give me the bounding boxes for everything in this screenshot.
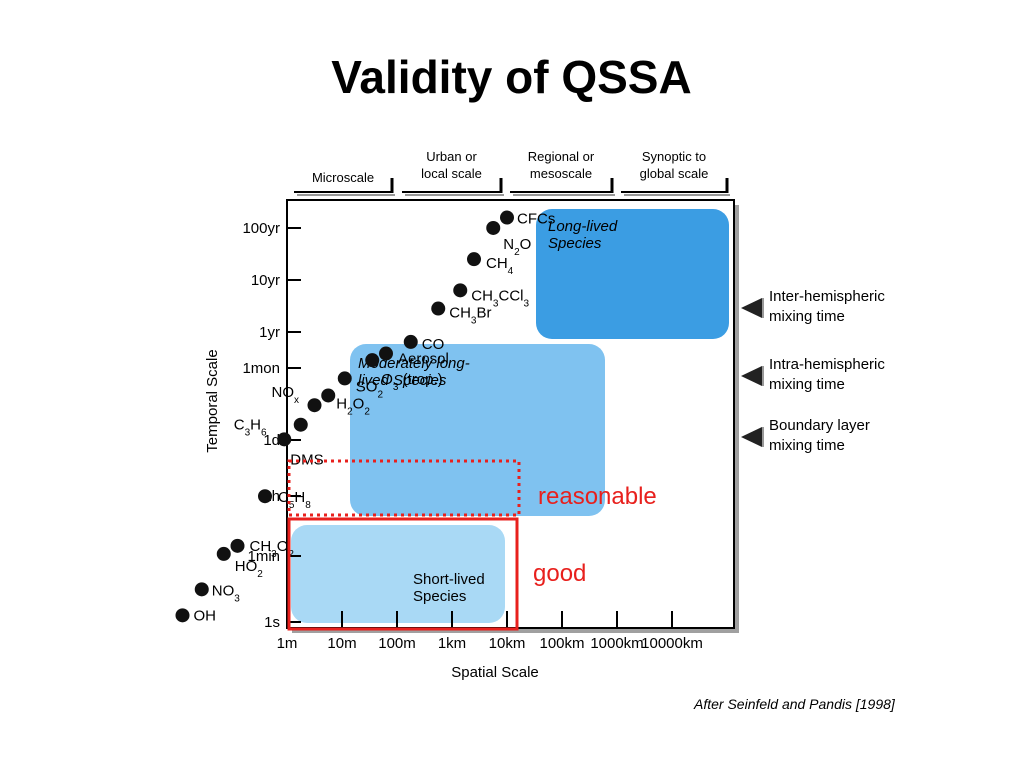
data-point-label: CH4: [486, 255, 514, 277]
data-point-label: CH3CCl3: [471, 287, 529, 309]
scale-header-label: local scale: [421, 166, 482, 181]
mixing-time-label: Intra-hemispheric: [769, 356, 885, 373]
data-point: [337, 371, 352, 386]
mixing-time-arrow-icon: [741, 427, 762, 447]
data-point-label: Aerosol: [398, 351, 449, 368]
mixing-time-label: mixing time: [769, 376, 845, 393]
x-tick-label: 10000km: [641, 635, 703, 652]
slide-title: Validity of QSSA: [331, 51, 692, 103]
mixing-time-arrow-icon: [741, 298, 762, 318]
y-tick-label: 1yr: [259, 324, 280, 341]
species-group-label: lived Species: [358, 372, 447, 389]
scale-header-label: Urban or: [426, 149, 477, 164]
data-point-label: OH: [194, 607, 217, 624]
species-group-label: Long-lived: [548, 218, 618, 235]
data-point: [379, 346, 393, 361]
data-point: [321, 388, 336, 403]
mixing-time-label: mixing time: [769, 437, 845, 454]
data-point-label: C5H8: [278, 489, 311, 511]
reasonable-region-box: [287, 459, 521, 517]
data-point: [403, 334, 418, 349]
data-point: [258, 489, 272, 504]
species-group-box: [536, 209, 729, 339]
species-group-label: Species: [548, 235, 602, 252]
data-point: [431, 301, 446, 316]
data-point-label: CFCs: [517, 211, 555, 228]
y-tick-label: 1s: [264, 614, 280, 631]
y-tick-label: 1d: [263, 432, 280, 449]
data-point-label: CH3O2: [250, 538, 295, 560]
good-region-box: [287, 517, 519, 631]
data-point: [453, 283, 468, 298]
data-point-label: NOx: [272, 384, 300, 406]
data-point-label: CH3Br: [449, 305, 491, 327]
data-point: [307, 398, 322, 413]
x-tick-label: 10m: [327, 635, 356, 652]
scale-header-label: mesoscale: [530, 166, 592, 181]
data-point-label: SO2: [356, 378, 384, 400]
data-point-label: HO2: [235, 558, 264, 580]
scale-header-label: Microscale: [312, 170, 374, 185]
scale-header-label: global scale: [640, 166, 709, 181]
data-point: [216, 546, 231, 561]
mixing-time-label: mixing time: [769, 308, 845, 325]
y-tick-label: 1mon: [242, 360, 280, 377]
scale-header-label: Synoptic to: [642, 149, 706, 164]
x-tick-label: 1km: [438, 635, 466, 652]
mixing-time-label: Boundary layer: [769, 417, 870, 434]
data-point: [467, 252, 481, 267]
x-tick-label: 100m: [378, 635, 416, 652]
data-point: [293, 417, 308, 432]
mixing-time-label: Inter-hemispheric: [769, 288, 885, 305]
x-axis-label: Spatial Scale: [451, 664, 539, 681]
data-point: [194, 582, 209, 597]
data-point-label: DMS: [290, 451, 323, 468]
y-axis-label: Temporal Scale: [204, 349, 221, 452]
data-point: [500, 210, 514, 225]
x-tick-label: 100km: [539, 635, 584, 652]
scale-header-label: Regional or: [528, 149, 595, 164]
good-label: good: [533, 560, 586, 587]
data-point-label: H2O2: [336, 395, 370, 417]
species-group-box: [291, 525, 505, 623]
x-tick-label: 1m: [277, 635, 298, 652]
y-tick-label: 100yr: [242, 220, 280, 237]
species-group-label: Short-lived: [413, 571, 485, 588]
citation: After Seinfeld and Pandis [1998]: [694, 696, 895, 712]
y-tick-label: 1min: [247, 548, 280, 565]
data-point: [175, 608, 190, 623]
data-point-label: O3 (trop.): [381, 371, 442, 393]
y-tick-label: 10yr: [251, 272, 280, 289]
species-group-label: Species: [413, 588, 466, 605]
data-point: [365, 353, 380, 368]
data-point-label: NO3: [212, 582, 241, 604]
data-point: [277, 432, 292, 447]
species-group-box: [350, 344, 605, 516]
reasonable-label: reasonable: [538, 483, 657, 510]
mixing-time-arrow-icon: [741, 366, 762, 386]
data-point: [230, 538, 245, 553]
data-point-label: CO: [422, 336, 445, 353]
x-tick-label: 1000km: [590, 635, 643, 652]
data-point: [486, 220, 501, 235]
x-tick-label: 10km: [489, 635, 526, 652]
data-point-label: N2O: [503, 236, 531, 258]
data-point-label: C3H6: [234, 417, 267, 439]
